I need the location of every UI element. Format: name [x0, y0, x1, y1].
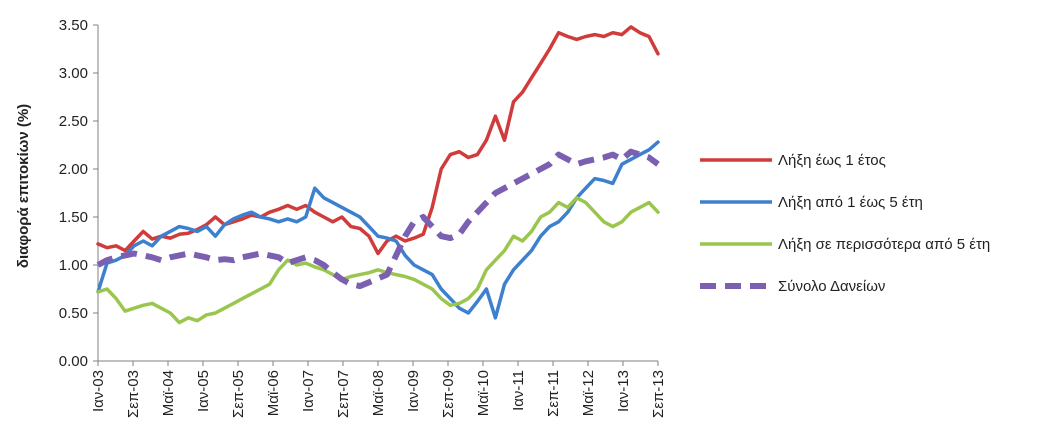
y-tick-label: 1.00 [59, 257, 88, 274]
x-tick-label: Ιαν-13 [615, 370, 632, 412]
legend-label-2: Λήξη από 1 έως 5 έτη [778, 194, 923, 211]
legend-label-3: Λήξη σε περισσότερα από 5 έτη [778, 236, 990, 253]
series-layer [96, 25, 660, 325]
x-tick-label: Ιαν-05 [195, 370, 212, 412]
x-tick-label: Μαϊ-04 [160, 370, 177, 416]
x-tick-label: Ιαν-07 [300, 370, 317, 412]
series-line-1 [96, 25, 660, 256]
y-tick-label: 1.50 [59, 209, 88, 226]
x-tick-label: Ιαν-03 [90, 370, 107, 412]
y-tick-label: 2.50 [59, 113, 88, 130]
y-tick-label: 0.00 [59, 353, 88, 370]
x-tick-label: Μαϊ-08 [370, 370, 387, 416]
series-line-4 [96, 148, 660, 290]
x-tick-label: Σεπ-03 [125, 370, 142, 418]
x-tick-label: Σεπ-07 [335, 370, 352, 418]
legend: Λήξη έως 1 έτος Λήξη από 1 έως 5 έτη Λήξη … [700, 152, 990, 295]
x-tick-label: Μαϊ-10 [475, 370, 492, 416]
x-tick-label: Μαϊ-06 [265, 370, 282, 416]
x-tick-label: Ιαν-11 [510, 370, 527, 411]
x-tick-label: Σεπ-11 [545, 370, 562, 417]
legend-label-4: Σύνολο Δανείων [778, 278, 885, 295]
series-line-3 [96, 196, 660, 325]
y-tick-label: 3.50 [59, 17, 88, 34]
y-tick-label: 2.00 [59, 161, 88, 178]
y-axis-label: διαφορά επιτοκίων (%) [15, 104, 32, 268]
x-tick-label: Μαϊ-12 [580, 370, 597, 416]
series-line-2 [96, 140, 660, 320]
axes-layer: 0.00 0.50 1.00 1.50 2.00 2.50 3.00 3.50 Ιαν-03 Σε… [59, 17, 667, 418]
legend-label-1: Λήξη έως 1 έτος [778, 152, 886, 169]
x-tick-label: Σεπ-05 [230, 370, 247, 418]
y-tick-label: 3.00 [59, 65, 88, 82]
x-tick-label: Ιαν-09 [405, 370, 422, 412]
y-tick-label: 0.50 [59, 305, 88, 322]
x-tick-label: Σεπ-09 [440, 370, 457, 418]
x-tick-label: Σεπ-13 [650, 370, 667, 418]
